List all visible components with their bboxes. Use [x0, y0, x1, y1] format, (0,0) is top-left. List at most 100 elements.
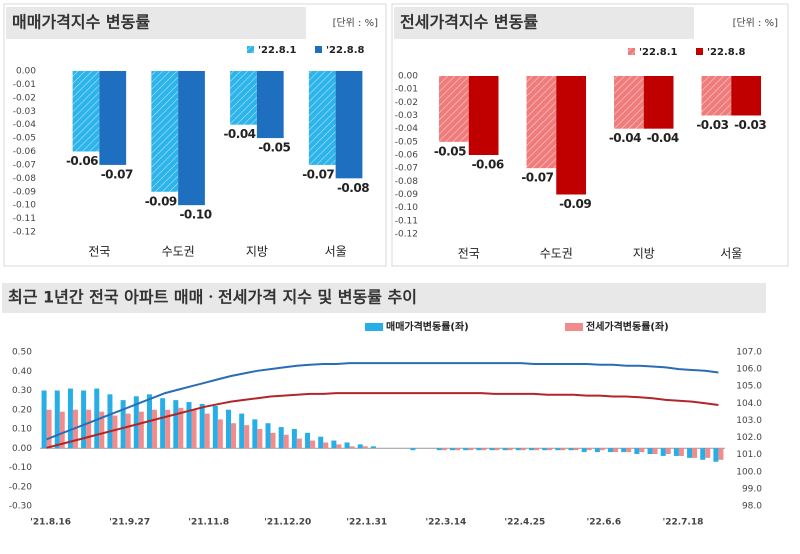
- bar: [67, 388, 73, 449]
- value-label: -0.05: [434, 144, 466, 158]
- bar: [204, 413, 210, 449]
- bar: [270, 432, 276, 449]
- bar: [41, 390, 47, 449]
- legend-label: '22.8.1: [258, 45, 297, 56]
- bar: [72, 71, 100, 152]
- value-label: -0.04: [609, 131, 641, 145]
- bar: [454, 448, 460, 451]
- y-tick-label: -0.10: [395, 203, 419, 213]
- x-tick-label: '21.11.8: [188, 518, 229, 528]
- value-label: -0.04: [647, 131, 679, 145]
- bar: [555, 448, 561, 451]
- x-tick-label: '22.6.6: [587, 518, 622, 528]
- bar: [586, 448, 592, 451]
- bar: [502, 448, 508, 451]
- bar: [705, 448, 711, 458]
- y-tick-label: 0.00: [16, 67, 36, 77]
- y-tick-label: 0.40: [12, 367, 32, 377]
- bar: [687, 448, 693, 458]
- bar: [344, 442, 350, 449]
- chart-title: 최근 1년간 전국 아파트 매매ㆍ전세가격 지수 및 변동률 추이: [8, 288, 417, 307]
- bar: [46, 409, 52, 449]
- x-tick-label: '21.12.20: [264, 518, 311, 528]
- value-label: -0.03: [696, 118, 728, 132]
- title-bar: [2, 283, 766, 313]
- y-tick-label: -0.04: [13, 120, 37, 130]
- bar: [230, 71, 257, 125]
- value-label: -0.09: [145, 194, 177, 208]
- y-tick-label: -0.06: [395, 151, 419, 161]
- bar: [692, 448, 698, 458]
- value-label: -0.08: [337, 181, 369, 195]
- y-tick-label: -0.30: [9, 502, 33, 512]
- bar: [476, 448, 482, 451]
- y-tick-label: -0.05: [395, 137, 418, 147]
- unit-label: [단위 : %]: [733, 16, 779, 29]
- bar: [533, 448, 539, 451]
- y-tick-label: -0.10: [9, 463, 33, 473]
- bar: [335, 71, 363, 179]
- value-label: -0.09: [559, 197, 591, 211]
- x-tick-label: 전국: [458, 247, 480, 261]
- bar: [556, 76, 586, 195]
- bar: [244, 425, 250, 449]
- title-bar: [6, 7, 306, 39]
- y-tick-label: 0.10: [12, 425, 32, 435]
- bar: [639, 448, 645, 453]
- bar: [647, 448, 653, 455]
- y-tick-label: -0.02: [13, 93, 36, 103]
- bar: [441, 448, 447, 451]
- legend-label: 전세가격변동률(좌): [586, 320, 669, 333]
- bar: [362, 446, 368, 449]
- y2-tick-label: 102.0: [736, 433, 762, 443]
- value-label: -0.04: [223, 127, 255, 141]
- bar: [357, 444, 363, 449]
- value-label: -0.06: [66, 154, 98, 168]
- y-tick-label: -0.09: [13, 187, 37, 197]
- x-tick-label: '22.1.31: [346, 518, 387, 528]
- bar: [701, 76, 732, 116]
- bar: [568, 448, 574, 451]
- x-tick-label: 수도권: [162, 245, 195, 259]
- value-label: -0.10: [179, 208, 211, 222]
- bar: [528, 448, 534, 451]
- bar: [151, 71, 179, 192]
- bar: [296, 438, 302, 449]
- bar: [217, 419, 223, 449]
- bar: [700, 448, 706, 460]
- bar: [318, 436, 324, 449]
- x-tick-label: 서울: [325, 245, 347, 259]
- bar: [239, 413, 245, 449]
- bar: [673, 448, 679, 456]
- bar: [283, 434, 289, 449]
- y-tick-label: -0.03: [395, 111, 418, 121]
- x-tick-label: 수도권: [540, 247, 573, 261]
- legend-label: '22.8.8: [326, 45, 365, 56]
- y-tick-label: -0.07: [395, 164, 418, 174]
- x-tick-label: 지방: [246, 245, 268, 259]
- x-tick-label: '22.7.18: [662, 518, 703, 528]
- legend-swatch: [628, 48, 635, 55]
- bar: [410, 448, 416, 451]
- legend-label: '22.8.8: [707, 47, 746, 58]
- y-tick-label: -0.11: [13, 214, 36, 224]
- bar: [643, 76, 674, 129]
- y2-tick-label: 103.0: [736, 416, 762, 426]
- legend-swatch: [247, 46, 254, 53]
- legend-label: '22.8.1: [639, 47, 678, 58]
- line: [46, 392, 719, 449]
- bar: [581, 448, 587, 453]
- x-tick-label: 지방: [633, 247, 655, 261]
- y-tick-label: -0.12: [395, 230, 418, 240]
- bar: [449, 448, 455, 451]
- bar: [481, 448, 487, 451]
- y2-tick-label: 99.0: [742, 484, 762, 494]
- bar: [331, 440, 337, 449]
- unit-label: [단위 : %]: [333, 16, 379, 29]
- bar: [308, 71, 336, 165]
- bar: [191, 409, 197, 449]
- bar: [178, 407, 184, 449]
- bar: [507, 448, 513, 451]
- bar: [436, 448, 442, 451]
